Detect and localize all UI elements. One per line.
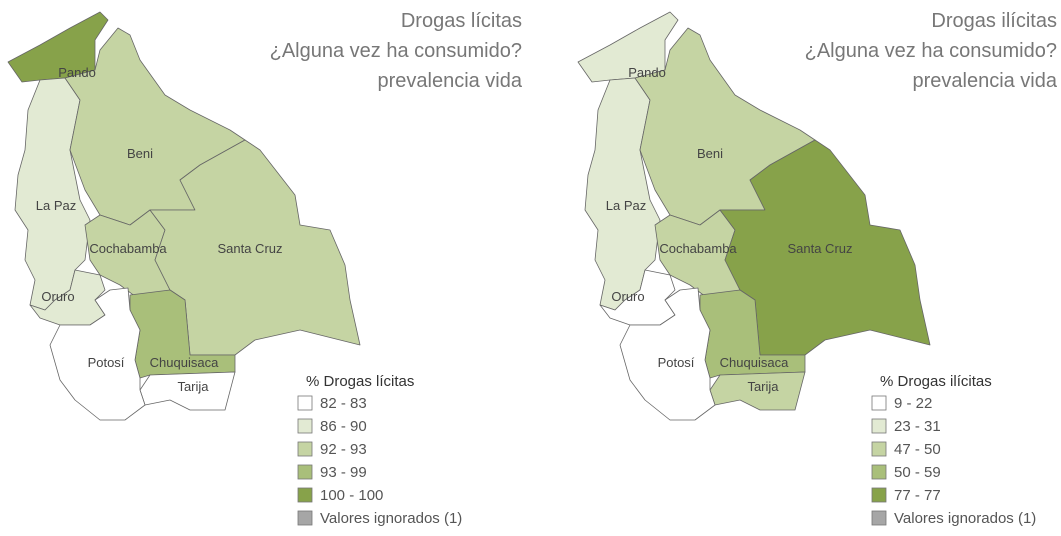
- region-label: Potosí: [88, 355, 125, 370]
- legend-swatch: [871, 487, 887, 503]
- region-label: Cochabamba: [89, 241, 167, 256]
- map-title: Drogas ilícitas: [931, 10, 1057, 32]
- region-label: Santa Cruz: [787, 241, 852, 256]
- region-label: Chuquisaca: [150, 355, 219, 370]
- legend-label: 77 - 77: [894, 487, 941, 504]
- region-label: Beni: [697, 146, 723, 161]
- region-label: Pando: [628, 65, 666, 80]
- region: [49, 287, 146, 421]
- region: [619, 287, 716, 421]
- legend-label: 50 - 59: [894, 464, 941, 481]
- legend-label: Valores ignorados (1): [320, 510, 462, 527]
- region-label: Oruro: [611, 289, 644, 304]
- legend-title: % Drogas ilícitas: [880, 373, 992, 390]
- legend-label: 47 - 50: [894, 441, 941, 458]
- legend-swatch: [871, 510, 887, 526]
- region-label: Tarija: [177, 379, 209, 394]
- legend-label: 23 - 31: [894, 418, 941, 435]
- legend-label: 86 - 90: [320, 418, 367, 435]
- region-label: Tarija: [747, 379, 779, 394]
- legend-swatch: [871, 464, 887, 480]
- region-label: La Paz: [606, 198, 646, 213]
- region-label: Cochabamba: [659, 241, 737, 256]
- map: Pando La Paz Beni Cochabamba Santa Cruz Oruro…: [7, 11, 361, 421]
- region-label: Oruro: [41, 289, 74, 304]
- legend-swatch: [297, 464, 313, 480]
- legend-label: 82 - 83: [320, 395, 367, 412]
- legend-label: 9 - 22: [894, 395, 932, 412]
- map: Pando La Paz Beni Cochabamba Santa Cruz Oruro…: [577, 11, 931, 421]
- region-label: La Paz: [36, 198, 76, 213]
- legend-swatch: [297, 441, 313, 457]
- map-title: Drogas lícitas: [401, 10, 522, 32]
- region: [7, 11, 109, 83]
- legend-swatch: [871, 418, 887, 434]
- map-title: prevalencia vida: [912, 70, 1057, 92]
- region: [577, 11, 679, 83]
- legend-swatch: [871, 441, 887, 457]
- map-title: ¿Alguna vez ha consumido?: [270, 40, 522, 62]
- legend-label: 92 - 93: [320, 441, 367, 458]
- legend-label: 100 - 100: [320, 487, 383, 504]
- region-label: Pando: [58, 65, 96, 80]
- map-title: prevalencia vida: [377, 70, 522, 92]
- region-label: Beni: [127, 146, 153, 161]
- legend-label: Valores ignorados (1): [894, 510, 1036, 527]
- map-title: ¿Alguna vez ha consumido?: [805, 40, 1057, 62]
- legend-title: % Drogas lícitas: [306, 373, 414, 390]
- region-label: Santa Cruz: [217, 241, 282, 256]
- region-label: Chuquisaca: [720, 355, 789, 370]
- legend-swatch: [297, 418, 313, 434]
- legend-label: 93 - 99: [320, 464, 367, 481]
- legend-swatch: [297, 510, 313, 526]
- legend-swatch: [297, 395, 313, 411]
- region-label: Potosí: [658, 355, 695, 370]
- legend-swatch: [297, 487, 313, 503]
- legend-swatch: [871, 395, 887, 411]
